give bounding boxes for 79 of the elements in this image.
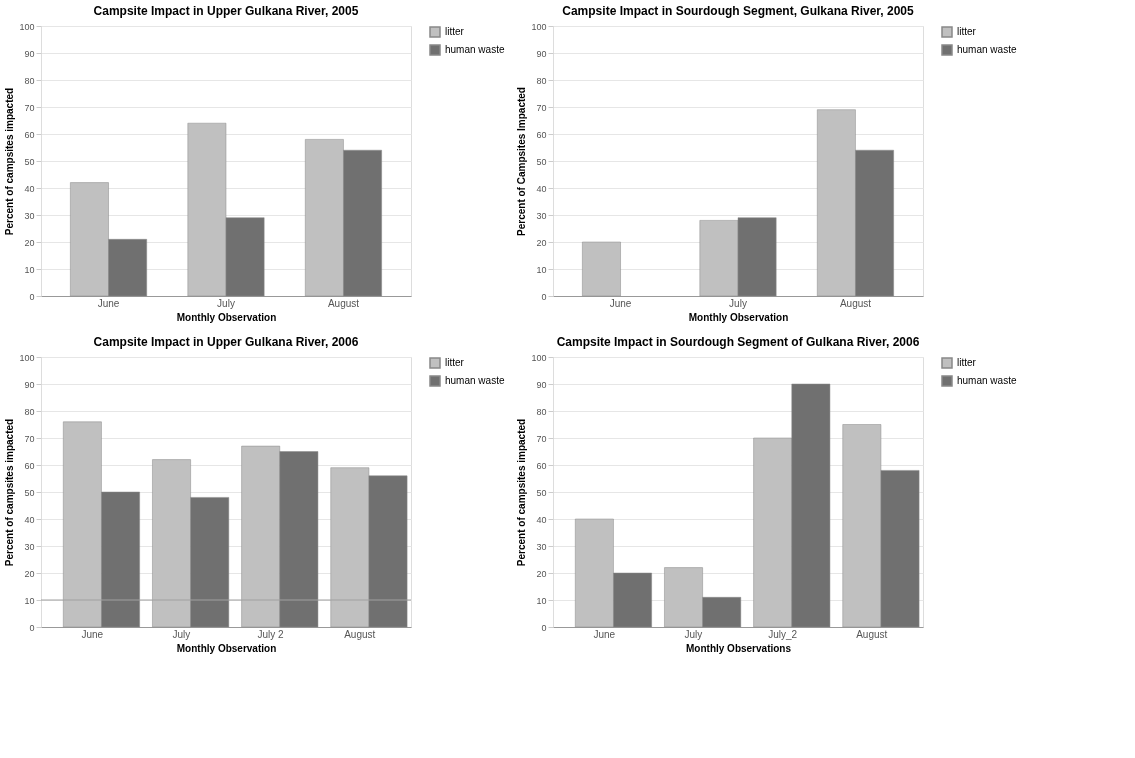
bar [582,241,621,297]
x-tick-label: August [839,297,872,309]
legend-label: litter [445,357,465,368]
legend-label: litter [957,26,977,37]
x-tick-label: June [81,628,104,640]
x-tick-label: July [684,628,703,640]
y-tick-label: 80 [24,406,35,417]
y-tick-label: 40 [536,183,547,194]
y-tick-label: 10 [536,595,547,606]
y-tick-label: 80 [536,75,547,86]
legend-label: human waste [957,44,1017,55]
legend-label: litter [957,357,977,368]
legend-label: human waste [445,44,505,55]
y-tick-label: 60 [24,129,35,140]
y-axis-title: Percent of campsites impacted [4,87,16,236]
y-tick-label: 70 [24,102,35,113]
chart-title: Campsite Impact in Upper Gulkana River, 2005 [93,4,359,18]
y-tick-label: 40 [24,514,35,525]
x-tick-label: June [609,297,632,309]
y-axis-title: Percent of Campsites Impacted [516,87,528,236]
y-tick-label: 20 [24,237,35,248]
x-tick-label: July 2 [257,628,285,640]
y-tick-label: 60 [536,129,547,140]
x-tick-label: June [593,628,616,640]
y-tick-label: 50 [536,487,547,498]
y-tick-label: 90 [536,379,547,390]
y-tick-label: 50 [24,487,35,498]
x-tick-label: August [327,297,360,309]
legend-label: human waste [445,375,505,386]
y-tick-label: 70 [536,433,547,444]
x-axis-title: Monthly Observation [176,311,277,323]
x-tick-label: August [856,628,888,640]
chart-title: Campsite Impact in Sourdough Segment, Gulkana River, 2005 [562,4,915,18]
y-tick-label: 0 [29,622,35,633]
y-tick-label: 0 [29,291,35,302]
x-tick-label: July_2 [768,628,798,640]
y-tick-label: 20 [24,568,35,579]
x-axis-title: Monthly Observations [685,642,792,654]
y-tick-label: 10 [24,595,35,606]
x-axis-title: Monthly Observation [688,311,789,323]
y-tick-label: 40 [536,514,547,525]
y-tick-label: 70 [24,433,35,444]
y-tick-label: 10 [24,264,35,275]
y-tick-label: 50 [536,156,547,167]
y-tick-label: 100 [531,352,547,363]
x-tick-label: June [97,297,120,309]
y-tick-label: 20 [536,237,547,248]
y-axis-title: Percent of campsites impacted [4,418,16,567]
x-tick-label: August [344,628,376,640]
x-tick-label: July [729,297,747,309]
y-tick-label: 90 [24,379,35,390]
y-tick-label: 0 [541,622,547,633]
y-tick-label: 70 [536,102,547,113]
y-tick-label: 10 [536,264,547,275]
x-tick-label: July [172,628,191,640]
y-tick-label: 60 [536,460,547,471]
y-tick-label: 100 [19,21,35,32]
legend-label: human waste [957,375,1017,386]
y-tick-label: 0 [541,291,547,302]
y-tick-label: 30 [536,210,547,221]
y-tick-label: 20 [536,568,547,579]
y-tick-label: 80 [536,406,547,417]
legend-label: litter [445,26,465,37]
y-tick-label: 60 [24,460,35,471]
x-tick-label: July [217,297,235,309]
y-tick-label: 30 [24,210,35,221]
y-tick-label: 80 [24,75,35,86]
y-tick-label: 100 [19,352,35,363]
y-tick-label: 100 [531,21,547,32]
y-tick-label: 50 [24,156,35,167]
y-axis-title: Percent of campsites impacted [516,418,528,567]
y-tick-label: 90 [24,48,35,59]
chart-title: Campsite Impact in Upper Gulkana River, 2006 [93,335,359,349]
y-tick-label: 30 [536,541,547,552]
y-tick-label: 30 [24,541,35,552]
chart-title: Campsite Impact in Sourdough Segment of Gulkana River, 2006 [556,335,920,349]
x-axis-title: Monthly Observation [176,642,277,654]
y-tick-label: 40 [24,183,35,194]
y-tick-label: 90 [536,48,547,59]
